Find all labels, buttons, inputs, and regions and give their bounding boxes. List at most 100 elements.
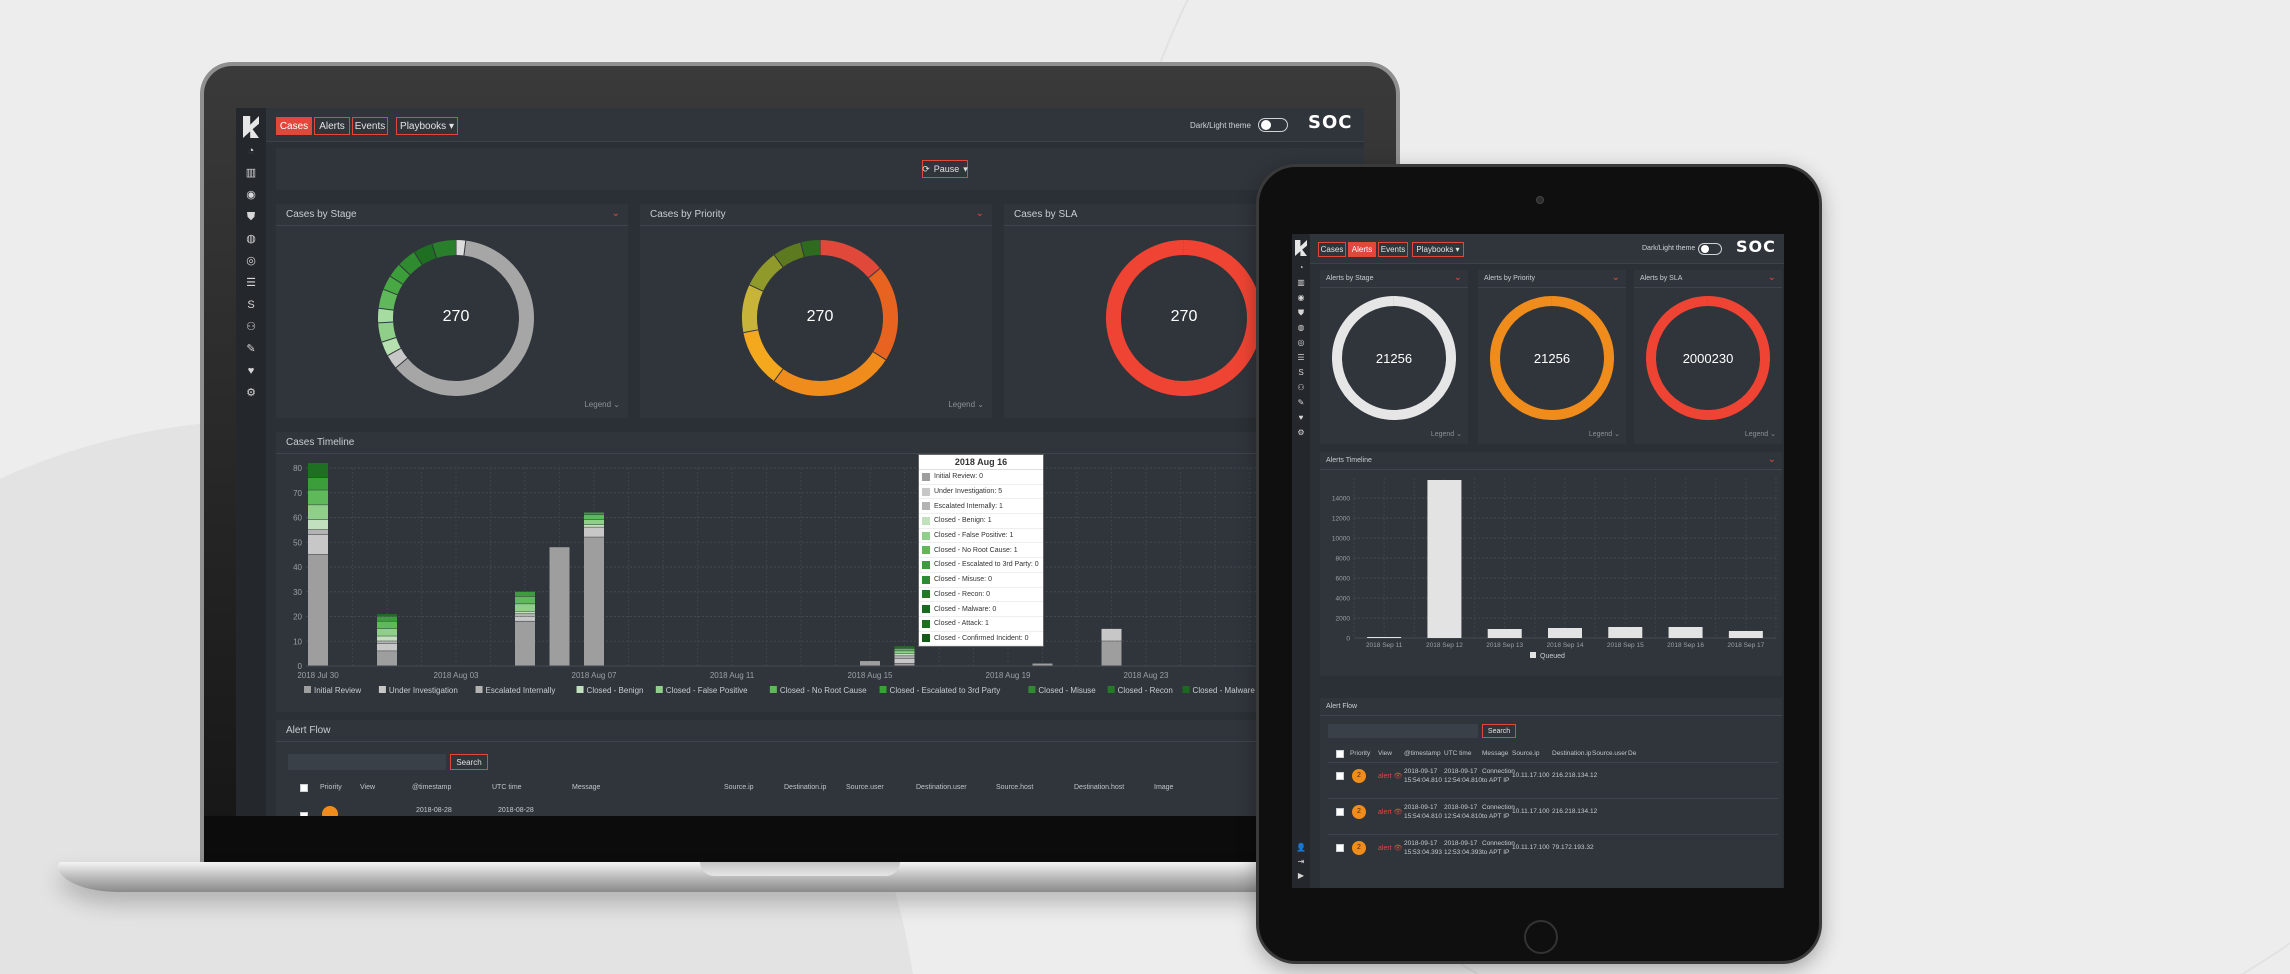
globe-icon[interactable]: ◍ [1297,323,1305,332]
view-alert-link[interactable]: alert 👁 [1378,845,1403,852]
wrench-icon[interactable]: ✎ [246,343,256,355]
tab-playbooks[interactable]: Playbooks ▾ [396,117,458,135]
column-header[interactable]: View [360,784,376,791]
legend-toggle[interactable]: Legend ⌄ [1430,431,1462,438]
view-alert-link[interactable]: alert 👁 [1378,773,1403,780]
chevron-down-icon[interactable]: ⌄ [975,208,984,219]
s-logo-icon[interactable]: S [247,299,255,311]
list-icon[interactable]: ☰ [1297,353,1305,362]
view-alert-link[interactable]: alert 👁 [1378,809,1403,816]
bar-segment [584,524,604,527]
chart-icon[interactable]: ▥ [245,167,257,179]
column-header[interactable]: @timestamp [412,784,452,791]
heart-icon[interactable]: ♥ [1298,413,1304,422]
legend-toggle[interactable]: Legend ⌄ [584,400,620,409]
column-header[interactable]: Source.user [846,784,884,791]
logout-icon[interactable]: ⇥ [1297,857,1305,866]
donut-segment [800,240,821,258]
column-header[interactable]: Priority [1350,750,1371,757]
tab-events[interactable]: Events [1378,242,1408,257]
column-header[interactable]: Message [1482,750,1509,757]
people-icon[interactable]: ⚇ [246,321,256,333]
column-header[interactable]: Priority [320,784,342,791]
column-header[interactable]: Destination.ip [784,784,827,791]
tab-playbooks[interactable]: Playbooks ▾ [1412,242,1464,257]
chevron-down-icon[interactable]: ⌄ [1767,454,1776,465]
search-input[interactable] [1328,724,1478,738]
tooltip-row: Initial Review: 0 [919,470,1043,485]
circle-icon[interactable]: ◉ [246,189,256,201]
gear-icon[interactable]: ⚙ [1297,428,1305,437]
search-input[interactable] [288,754,446,770]
row-checkbox[interactable] [1336,772,1344,780]
wrench-icon[interactable]: ✎ [1297,398,1305,407]
legend-toggle[interactable]: Legend ⌄ [1588,431,1620,438]
chevron-down-icon[interactable]: ⌄ [1767,272,1776,283]
row-checkbox[interactable] [300,812,308,816]
pause-button[interactable]: ⟳ Pause ▾ [922,160,968,178]
radar-icon[interactable]: ◎ [246,255,256,267]
column-header[interactable]: Source.ip [1512,750,1540,757]
column-header[interactable]: @timestamp [1404,750,1441,757]
chevron-down-icon[interactable]: ⌄ [1453,272,1462,283]
tab-cases[interactable]: Cases [276,117,312,135]
gauge-icon[interactable]: ◔ [1298,263,1304,272]
column-header[interactable]: Image [1154,784,1174,791]
people-icon[interactable]: ⚇ [1297,383,1305,392]
gauge-icon[interactable]: ◔ [247,145,255,157]
laptop-app: Cases Alerts Events Playbooks ▾ Dark/Lig… [236,108,1364,816]
column-header[interactable]: Destination.ip [1552,750,1592,757]
shield-icon[interactable]: ⛊ [246,211,256,223]
donut-segment [1646,296,1770,420]
column-header[interactable]: Destination.host [1074,784,1125,791]
column-header[interactable]: Source.ip [724,784,754,791]
column-header[interactable]: Source.user [1592,750,1628,757]
search-button[interactable]: Search [1482,724,1516,738]
theme-toggle[interactable] [1698,243,1722,255]
home-button[interactable] [1524,920,1558,954]
select-all-checkbox[interactable] [1336,750,1344,758]
gear-icon[interactable]: ⚙ [246,387,256,399]
donut-separator [773,254,784,268]
column-header[interactable]: UTC time [1444,750,1472,757]
legend-toggle[interactable]: Legend ⌄ [948,400,984,409]
radar-icon[interactable]: ◎ [1297,338,1305,347]
donut-segment [390,264,411,285]
x-tick-label: 2018 Sep 11 [1366,642,1403,649]
column-header[interactable]: Message [572,784,601,791]
row-checkbox[interactable] [1336,844,1344,852]
circle-icon[interactable]: ◉ [1297,293,1305,302]
column-header[interactable]: Destination.user [916,784,967,791]
tab-alerts[interactable]: Alerts [1348,242,1376,257]
chevron-down-icon[interactable]: ⌄ [1611,272,1620,283]
s-logo-icon[interactable]: S [1298,368,1304,377]
heart-icon[interactable]: ♥ [247,365,255,377]
bar-segment [584,537,604,666]
list-icon[interactable]: ☰ [246,277,256,289]
shield-icon[interactable]: ⛊ [1298,308,1304,317]
select-all-checkbox[interactable] [300,784,308,792]
legend-toggle[interactable]: Legend ⌄ [1744,431,1776,438]
tab-events[interactable]: Events [352,117,388,135]
play-icon[interactable]: ▶ [1297,871,1305,880]
tab-cases[interactable]: Cases [1318,242,1346,257]
donut-separator [431,243,438,259]
row-checkbox[interactable] [1336,808,1344,816]
bar-segment [1101,641,1122,666]
globe-icon[interactable]: ◍ [246,233,256,245]
search-button[interactable]: Search [450,754,488,770]
tab-alerts[interactable]: Alerts [314,117,350,135]
chart-icon[interactable]: ▥ [1297,278,1305,287]
column-header[interactable]: De [1628,750,1637,757]
donut-segment [414,243,437,265]
chevron-down-icon[interactable]: ⌄ [611,208,620,219]
user-icon[interactable]: 👤 [1296,843,1306,852]
theme-toggle[interactable] [1258,118,1288,132]
stage-donut [1332,296,1456,420]
alert-flow-panel: Alert Flow Search Priority View @timestamp… [276,720,1364,816]
column-header[interactable]: Source.host [996,784,1034,791]
column-header[interactable]: UTC time [492,784,522,791]
y-tick-label: 6000 [1336,576,1351,583]
legend-label: Legend [948,400,976,409]
column-header[interactable]: View [1378,750,1392,757]
